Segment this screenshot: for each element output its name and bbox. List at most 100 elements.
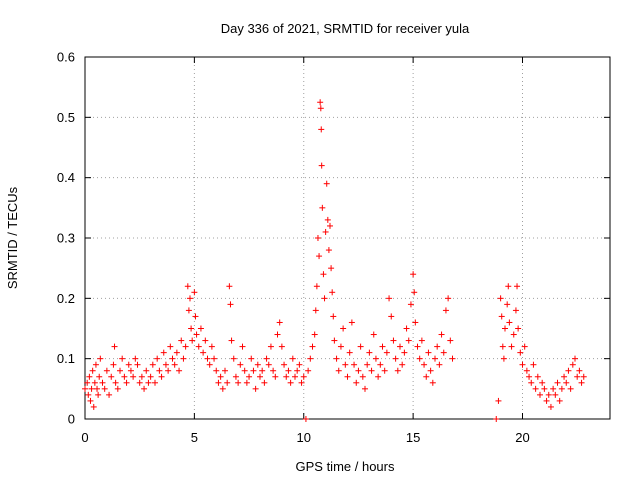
data-point xyxy=(307,355,314,362)
data-point xyxy=(390,337,397,344)
data-point xyxy=(138,373,145,380)
data-point xyxy=(173,349,180,356)
y-tick-label: 0 xyxy=(68,412,75,427)
data-point xyxy=(192,313,199,320)
data-point xyxy=(185,307,192,314)
data-point xyxy=(497,295,504,302)
data-point xyxy=(92,361,99,368)
data-point xyxy=(82,385,88,392)
y-tick-label: 0.4 xyxy=(57,170,75,185)
data-point xyxy=(401,349,408,356)
y-tick-label: 0.2 xyxy=(57,291,75,306)
data-point xyxy=(97,355,104,362)
data-point xyxy=(215,379,222,386)
x-axis: 0 5 10 15 20 xyxy=(81,57,530,445)
data-point xyxy=(178,337,185,344)
data-point xyxy=(539,379,546,386)
data-point xyxy=(534,373,541,380)
data-point xyxy=(300,373,307,380)
data-point xyxy=(434,343,441,350)
data-point xyxy=(160,349,167,356)
data-point xyxy=(429,379,436,386)
data-point xyxy=(213,367,220,374)
data-point xyxy=(267,343,274,350)
x-axis-label: GPS time / hours xyxy=(296,459,395,474)
data-point xyxy=(285,367,292,374)
data-point xyxy=(84,379,91,386)
data-point xyxy=(195,343,202,350)
chart-title: Day 336 of 2021, SRMTID for receiver yul… xyxy=(221,21,470,36)
data-point xyxy=(366,349,373,356)
data-point xyxy=(445,295,452,302)
data-point xyxy=(333,355,340,362)
data-point xyxy=(119,355,126,362)
data-point xyxy=(498,313,505,320)
data-point xyxy=(318,126,325,133)
data-point xyxy=(117,367,123,374)
data-point xyxy=(521,343,528,350)
data-point xyxy=(162,361,169,368)
data-point xyxy=(500,355,507,362)
data-point xyxy=(342,361,349,368)
data-point xyxy=(348,319,355,326)
y-tick-label: 0.1 xyxy=(57,351,75,366)
data-point xyxy=(219,385,226,392)
data-point xyxy=(246,373,253,380)
data-point xyxy=(554,379,561,386)
data-point xyxy=(337,343,344,350)
data-point xyxy=(416,355,423,362)
data-point xyxy=(312,307,319,314)
data-point xyxy=(543,397,550,404)
data-point xyxy=(394,367,401,374)
data-point xyxy=(436,361,443,368)
data-point xyxy=(235,379,242,386)
data-point xyxy=(526,373,533,380)
data-point xyxy=(340,325,347,332)
data-point xyxy=(423,373,430,380)
data-point xyxy=(193,331,200,338)
data-point xyxy=(328,265,335,272)
data-point xyxy=(130,373,137,380)
data-point xyxy=(505,283,512,290)
data-point xyxy=(403,325,410,332)
data-point xyxy=(397,343,403,350)
data-point xyxy=(319,204,326,211)
data-point xyxy=(265,361,272,368)
data-point xyxy=(532,385,539,392)
data-point xyxy=(95,391,102,398)
data-point xyxy=(558,385,565,392)
data-point xyxy=(368,367,375,374)
data-point xyxy=(182,343,189,350)
data-point xyxy=(230,355,237,362)
data-point xyxy=(418,337,425,344)
data-point xyxy=(327,222,333,229)
data-point xyxy=(85,391,92,398)
data-point xyxy=(241,367,248,374)
data-point xyxy=(197,325,204,332)
data-point xyxy=(108,373,115,380)
data-point xyxy=(103,367,110,374)
data-point xyxy=(547,403,554,410)
data-point xyxy=(276,319,283,326)
data-point xyxy=(89,367,96,374)
data-point xyxy=(171,361,178,368)
data-point xyxy=(405,337,412,344)
data-point xyxy=(355,367,362,374)
data-point xyxy=(191,289,198,296)
data-point xyxy=(375,373,382,380)
data-point xyxy=(377,361,384,368)
data-point xyxy=(305,367,312,374)
data-point xyxy=(224,379,231,386)
data-point xyxy=(222,367,228,374)
data-point xyxy=(270,367,277,374)
data-point xyxy=(528,379,535,386)
data-point xyxy=(188,325,195,332)
data-point xyxy=(309,343,316,350)
data-point xyxy=(91,379,98,386)
data-point xyxy=(169,355,176,362)
x-tick-label: 20 xyxy=(515,430,529,445)
data-point xyxy=(530,361,537,368)
data-point xyxy=(379,343,386,350)
data-point xyxy=(298,379,305,386)
data-point xyxy=(90,403,97,410)
